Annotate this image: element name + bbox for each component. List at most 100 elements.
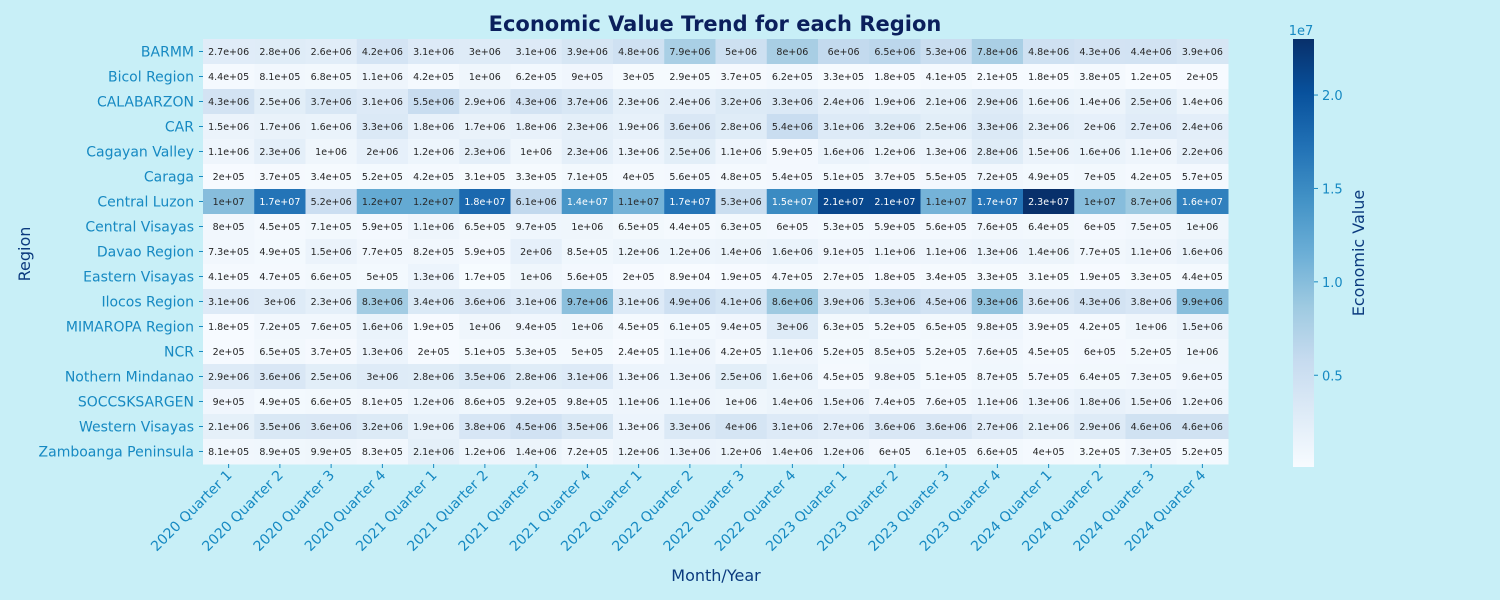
cell-value-label: 2e+06 (520, 247, 552, 258)
heatmap-cell (920, 39, 973, 65)
heatmap-cell (613, 64, 665, 90)
cell-value-label: 8.5e+05 (874, 347, 915, 358)
cell-value-label: 1.2e+06 (721, 447, 762, 458)
heatmap-cell (1074, 389, 1126, 415)
cell-value-label: 7.3e+05 (1131, 447, 1172, 458)
cell-value-label: 5.5e+06 (413, 97, 454, 108)
cell-value-label: 4.9e+05 (259, 247, 300, 258)
cell-value-label: 1.6e+06 (1079, 147, 1120, 158)
heatmap-cell (1074, 314, 1126, 340)
heatmap-cell (818, 414, 870, 440)
heatmap-cell (613, 89, 665, 115)
heatmap-cell (920, 414, 973, 440)
cell-value-label: 6.1e+06 (516, 197, 557, 208)
cell-value-label: 2.8e+06 (516, 372, 557, 383)
cell-value-label: 4.6e+06 (1131, 422, 1172, 433)
heatmap-cell (305, 139, 358, 165)
cell-value-label: 5.1e+05 (926, 372, 967, 383)
heatmap-cell (356, 164, 409, 190)
heatmap-cell (305, 339, 358, 365)
heatmap-cell (305, 189, 358, 215)
heatmap-cell (203, 339, 255, 365)
cell-value-label: 4.9e+05 (259, 397, 300, 408)
heatmap-cell (869, 339, 921, 365)
heatmap-cell (971, 439, 1024, 465)
cell-value-label: 7.7e+05 (362, 247, 403, 258)
cell-value-label: 1.1e+06 (669, 347, 710, 358)
cell-value-label: 5.3e+06 (926, 47, 967, 58)
cell-value-label: 4.9e+06 (669, 297, 710, 308)
cell-value-label: 6.3e+05 (823, 322, 864, 333)
cell-value-label: 5.2e+05 (1131, 347, 1172, 358)
cell-value-label: 3.3e+05 (516, 172, 557, 183)
cell-value-label: 2.7e+06 (977, 422, 1018, 433)
heatmap-cell (766, 439, 819, 465)
cell-value-label: 9e+05 (213, 397, 245, 408)
heatmap-cell (1176, 189, 1229, 215)
heatmap-cell (1176, 139, 1229, 165)
heatmap-cell (561, 164, 614, 190)
cell-value-label: 1.2e+06 (823, 447, 864, 458)
heatmap-cell (664, 289, 716, 315)
y-tick-label: Zamboanga Peninsula (39, 445, 194, 461)
cell-value-label: 1.8e+05 (1028, 72, 1069, 83)
cell-value-label: 5.6e+05 (926, 222, 967, 233)
cell-value-label: 8e+06 (776, 47, 808, 58)
cell-value-label: 2.5e+06 (926, 122, 967, 133)
cell-value-label: 4.7e+05 (259, 272, 300, 283)
cell-value-label: 2.7e+06 (823, 422, 864, 433)
cell-value-label: 9.9e+06 (1182, 297, 1223, 308)
cell-value-label: 5e+05 (571, 347, 603, 358)
cell-value-label: 4.1e+05 (208, 272, 249, 283)
cell-value-label: 1.2e+06 (464, 447, 505, 458)
heatmap-cell (818, 439, 870, 465)
heatmap-cell (203, 189, 255, 215)
heatmap-cell (408, 339, 460, 365)
y-tick-label: Central Luzon (97, 195, 194, 211)
heatmap-cell (1176, 214, 1229, 240)
cell-value-label: 1e+06 (1135, 322, 1167, 333)
heatmap-cell (561, 439, 614, 465)
cell-value-label: 3.1e+06 (413, 47, 454, 58)
y-tick-label: CAR (165, 120, 194, 136)
cell-value-label: 4.8e+06 (1028, 47, 1069, 58)
heatmap-cell (459, 189, 511, 215)
cell-value-label: 6.6e+05 (311, 272, 352, 283)
heatmap-cell (254, 89, 306, 115)
cell-value-label: 1.9e+06 (618, 122, 659, 133)
cell-value-label: 1.2e+06 (618, 447, 659, 458)
cell-value-label: 8.6e+05 (464, 397, 505, 408)
cell-value-label: 8e+05 (213, 222, 245, 233)
cell-value-label: 2.1e+07 (874, 197, 915, 208)
cell-value-label: 1.1e+06 (1131, 147, 1172, 158)
cell-value-label: 9.8e+05 (567, 397, 608, 408)
heatmap-cell (1023, 39, 1075, 65)
heatmap-cell (664, 339, 716, 365)
cell-value-label: 1.6e+06 (772, 247, 813, 258)
cell-value-label: 1.6e+06 (362, 322, 403, 333)
heatmap-cell (971, 264, 1024, 290)
cell-value-label: 1e+06 (1186, 347, 1218, 358)
heatmap-cell (920, 439, 973, 465)
heatmap-cell (305, 289, 358, 315)
cell-value-label: 3.4e+06 (413, 297, 454, 308)
heatmap-cell (356, 64, 409, 90)
heatmap-cell (561, 364, 614, 390)
cell-value-label: 1e+06 (315, 147, 347, 158)
heatmap-cell (664, 314, 716, 340)
cell-value-label: 1.9e+05 (413, 322, 454, 333)
heatmap-cell (510, 189, 563, 215)
cell-value-label: 3.9e+05 (1028, 322, 1069, 333)
cell-value-label: 4.4e+05 (669, 222, 710, 233)
heatmap-cell (356, 314, 409, 340)
cell-value-label: 2.5e+06 (721, 372, 762, 383)
heatmap-cell (459, 139, 511, 165)
cell-value-label: 2.8e+06 (721, 122, 762, 133)
cell-value-label: 2.4e+06 (1182, 122, 1223, 133)
cell-value-label: 1e+07 (213, 197, 245, 208)
cell-value-label: 5.3e+06 (874, 297, 915, 308)
heatmap-cell (510, 164, 563, 190)
cell-value-label: 5.9e+05 (874, 222, 915, 233)
